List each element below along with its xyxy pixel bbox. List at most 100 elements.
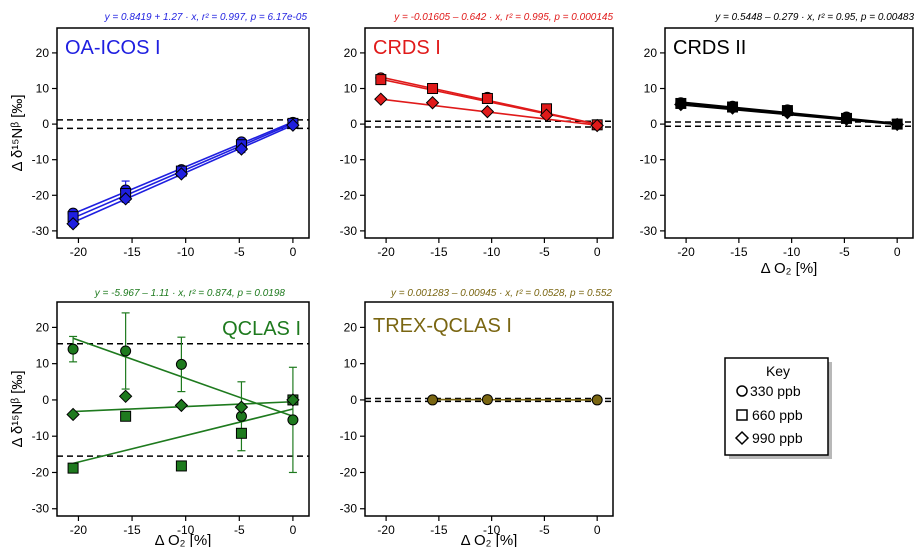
data-point-diamond (374, 92, 388, 106)
data-point-circle (427, 394, 439, 406)
y-tick-label: -10 (32, 153, 50, 167)
x-tick-label: 0 (594, 523, 601, 537)
plot-marks (57, 312, 309, 474)
x-tick-label: -15 (123, 245, 141, 259)
x-axis: -20 -15 -10 -5 0 (70, 238, 297, 259)
legend-marker-circle (736, 385, 748, 397)
y-tick-label: -30 (640, 224, 658, 238)
panel-crds-1: y = -0.01605 – 0.642 · x, r² = 0.995, p … (340, 12, 614, 259)
y-tick-label: 20 (36, 320, 50, 334)
x-tick-label: -15 (730, 245, 748, 259)
panel-qclas: y = -5.967 – 1.11 · x, r² = 0.874, p = 0… (32, 288, 310, 547)
x-tick-label: -5 (234, 523, 245, 537)
data-point-circle (67, 343, 79, 355)
data-point-diamond (780, 106, 795, 120)
x-tick-label: -5 (539, 523, 550, 537)
y-tick-label: -20 (32, 188, 50, 202)
legend-label: 330 ppb (750, 383, 801, 399)
data-point-square (120, 410, 132, 422)
x-tick-label: -20 (70, 245, 88, 259)
x-tick-label: -10 (177, 245, 195, 259)
data-point-diamond (118, 389, 133, 404)
plot-frame (56, 301, 310, 517)
fit-equation: y = -5.967 – 1.11 · x, r² = 0.874, p = 0… (94, 288, 286, 299)
x-tick-label: -20 (377, 523, 395, 537)
y-tick-label: 20 (36, 46, 50, 60)
panel-oa-icos: y = 0.8419 + 1.27 · x, r² = 0.997, p = 6… (32, 12, 310, 259)
x-tick-label: -10 (483, 523, 501, 537)
y-axis-label: Δ δ¹⁵Nᵝ [‰] (9, 94, 26, 171)
data-point-circle (120, 345, 132, 357)
data-point-diamond (539, 108, 554, 122)
x-tick-label: -20 (377, 245, 395, 259)
y-axis: -30 -20 -10 0 10 20 (640, 46, 665, 238)
legend-marker-square (736, 409, 748, 421)
data-point-circle (175, 358, 187, 370)
x-tick-label: -5 (234, 245, 245, 259)
y-tick-label: -20 (340, 465, 358, 479)
x-axis: -20 -15 -10 -5 0 (377, 516, 601, 537)
x-tick-label: 0 (894, 245, 901, 259)
data-point-diamond (234, 400, 249, 414)
x-tick-label: -10 (483, 245, 501, 259)
fit-equation: y = 0.001283 – 0.00945 · x, r² = 0.0528,… (390, 288, 612, 299)
x-tick-label: -15 (430, 245, 448, 259)
data-point-diamond (66, 217, 80, 231)
legend-label: 990 ppb (752, 430, 803, 446)
data-point-circle (287, 414, 299, 426)
data-point-diamond (725, 101, 740, 115)
x-tick-label: -20 (70, 523, 88, 537)
y-tick-label: 0 (350, 393, 357, 407)
y-tick-label: -10 (340, 153, 358, 167)
y-axis: -30 -20 -10 0 10 20 (32, 320, 57, 516)
x-tick-label: 0 (594, 245, 601, 259)
data-point-diamond (174, 398, 189, 413)
data-point-square (427, 83, 439, 95)
y-tick-label: -10 (32, 429, 50, 443)
y-axis: -30 -20 -10 0 10 20 (340, 320, 365, 516)
y-tick-label: 0 (42, 393, 49, 407)
legend-label: 660 ppb (752, 407, 803, 423)
y-tick-label: -30 (340, 502, 358, 516)
plot-frame (56, 27, 310, 239)
plot-frame (364, 27, 614, 239)
legend-title: Key (766, 363, 790, 379)
data-point-diamond (118, 192, 133, 206)
plot-frame (364, 301, 614, 517)
y-tick-label: -30 (340, 224, 358, 238)
data-point-diamond (890, 117, 904, 132)
y-tick-label: 20 (644, 46, 658, 60)
y-tick-label: 0 (650, 117, 657, 131)
y-tick-label: 10 (344, 82, 358, 96)
y-tick-label: -10 (640, 153, 658, 167)
y-tick-label: -10 (340, 429, 358, 443)
x-axis-label: Δ O₂ [%] (761, 260, 818, 277)
plot-marks (365, 394, 613, 406)
plot-frame (664, 27, 914, 239)
plot-marks (665, 97, 913, 132)
y-tick-label: -20 (640, 188, 658, 202)
y-axis-label: Δ δ¹⁵Nᵝ [‰] (9, 370, 26, 447)
x-axis-label: Δ O₂ [%] (155, 532, 212, 547)
y-tick-label: 10 (36, 82, 50, 96)
data-point-diamond (839, 112, 854, 126)
plot-marks (57, 116, 309, 231)
data-point-diamond (480, 104, 495, 119)
y-tick-label: -20 (32, 465, 50, 479)
y-tick-label: 10 (36, 357, 50, 371)
data-point-diamond (674, 97, 688, 112)
data-point-diamond (286, 393, 300, 407)
data-point-square (375, 74, 387, 86)
data-point-diamond (286, 118, 300, 132)
data-point-diamond (425, 96, 440, 110)
y-tick-label: 0 (350, 117, 357, 131)
fit-equation: y = -0.01605 – 0.642 · x, r² = 0.995, p … (393, 12, 613, 23)
data-point-circle (481, 394, 493, 406)
x-tick-label: -15 (430, 523, 448, 537)
legend: Key 330 ppb 660 ppb 990 ppb (724, 357, 832, 459)
fit-equation: y = 0.5448 – 0.279 · x, r² = 0.95, p = 0… (714, 12, 914, 23)
data-point-diamond (174, 167, 189, 181)
panel-title: CRDS II (673, 37, 746, 59)
y-tick-label: 0 (42, 117, 49, 131)
